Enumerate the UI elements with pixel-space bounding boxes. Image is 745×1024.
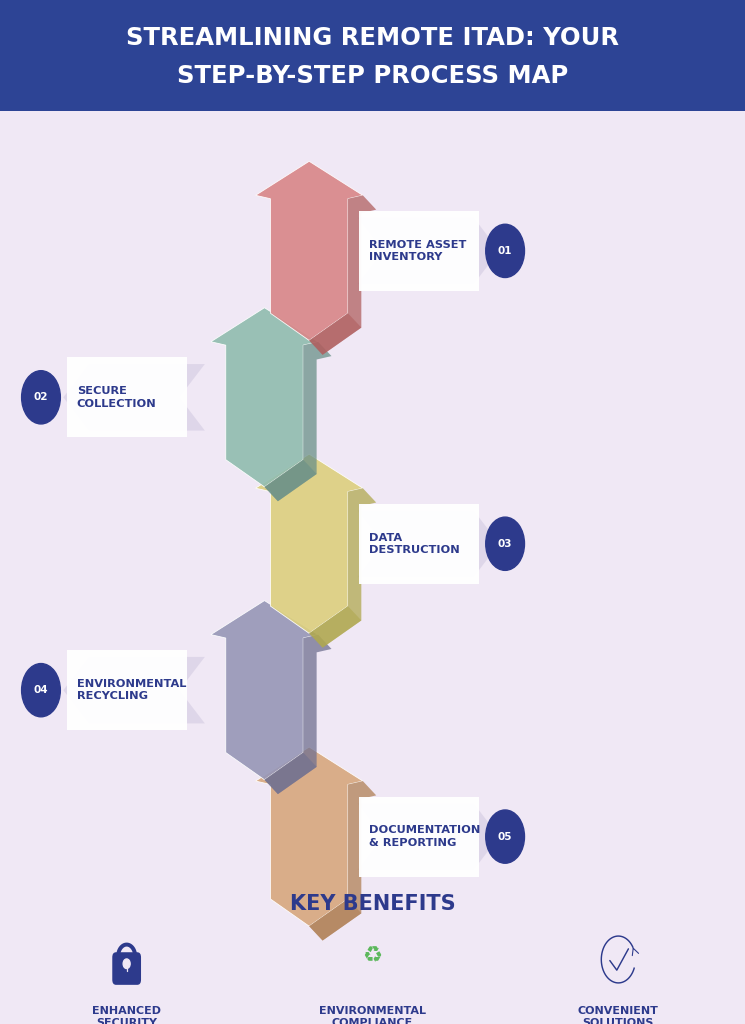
Polygon shape	[63, 657, 205, 723]
Text: DOCUMENTATION
& REPORTING: DOCUMENTATION & REPORTING	[369, 825, 480, 848]
Polygon shape	[256, 455, 363, 633]
Polygon shape	[309, 899, 361, 940]
Text: STEP-BY-STEP PROCESS MAP: STEP-BY-STEP PROCESS MAP	[177, 63, 568, 88]
Polygon shape	[264, 342, 332, 502]
Text: ♻: ♻	[363, 946, 382, 967]
Circle shape	[22, 664, 60, 717]
FancyBboxPatch shape	[359, 211, 479, 291]
Text: 05: 05	[498, 831, 513, 842]
FancyBboxPatch shape	[67, 650, 187, 730]
Text: SECURE
COLLECTION: SECURE COLLECTION	[77, 386, 156, 409]
Polygon shape	[211, 600, 318, 780]
FancyBboxPatch shape	[359, 504, 479, 584]
Text: 02: 02	[34, 392, 48, 402]
FancyBboxPatch shape	[0, 0, 745, 111]
Circle shape	[486, 224, 524, 278]
Polygon shape	[309, 488, 376, 648]
Circle shape	[486, 810, 524, 863]
FancyBboxPatch shape	[112, 952, 141, 985]
Text: REMOTE ASSET
INVENTORY: REMOTE ASSET INVENTORY	[369, 240, 466, 262]
Polygon shape	[358, 803, 499, 870]
Polygon shape	[309, 606, 361, 648]
Text: ENVIRONMENTAL
COMPLIANCE: ENVIRONMENTAL COMPLIANCE	[319, 1006, 426, 1024]
Circle shape	[123, 958, 130, 969]
Polygon shape	[309, 196, 376, 355]
Text: STREAMLINING REMOTE ITAD: YOUR: STREAMLINING REMOTE ITAD: YOUR	[126, 26, 619, 50]
Polygon shape	[264, 753, 317, 795]
Polygon shape	[358, 218, 499, 284]
Polygon shape	[256, 748, 363, 926]
Text: DATA
DESTRUCTION: DATA DESTRUCTION	[369, 532, 460, 555]
Text: ENVIRONMENTAL
RECYCLING: ENVIRONMENTAL RECYCLING	[77, 679, 186, 701]
Polygon shape	[256, 161, 363, 340]
Polygon shape	[309, 313, 361, 355]
FancyBboxPatch shape	[359, 797, 479, 877]
FancyBboxPatch shape	[67, 357, 187, 437]
Text: 01: 01	[498, 246, 513, 256]
Text: 04: 04	[34, 685, 48, 695]
Polygon shape	[63, 365, 205, 430]
Text: ENHANCED
SECURITY: ENHANCED SECURITY	[92, 1006, 161, 1024]
Text: 03: 03	[498, 539, 513, 549]
Text: KEY BENEFITS: KEY BENEFITS	[290, 894, 455, 914]
Circle shape	[486, 517, 524, 570]
Text: CONVENIENT
SOLUTIONS: CONVENIENT SOLUTIONS	[578, 1006, 659, 1024]
Polygon shape	[309, 781, 376, 940]
Polygon shape	[264, 460, 317, 502]
Polygon shape	[264, 635, 332, 795]
Circle shape	[22, 371, 60, 424]
Polygon shape	[358, 511, 499, 578]
Polygon shape	[211, 307, 318, 487]
